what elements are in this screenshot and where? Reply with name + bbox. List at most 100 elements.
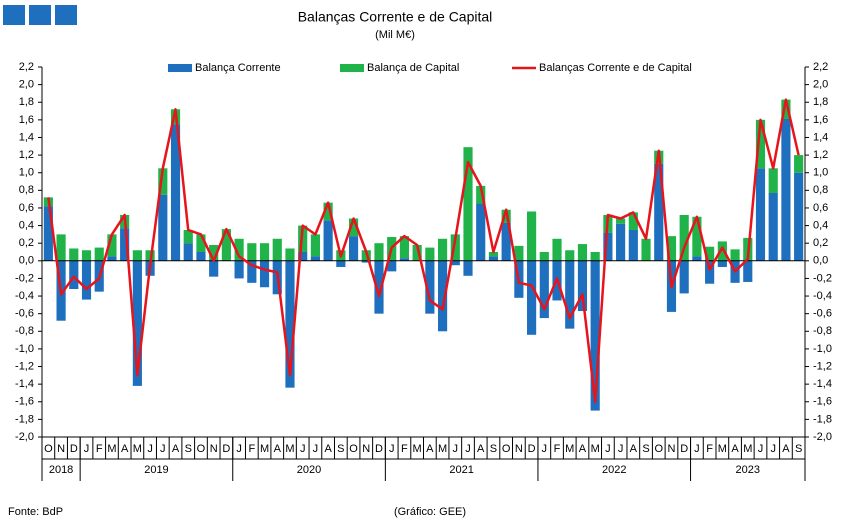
x-tick-label: M	[285, 443, 294, 455]
bar	[577, 260, 588, 312]
x-tick-label: A	[426, 443, 434, 455]
x-tick-label: J	[313, 443, 319, 455]
y-tick-label: 1,2	[19, 149, 34, 161]
bar	[132, 260, 142, 386]
bar	[463, 260, 473, 276]
y-tick-label: -1,0	[15, 343, 34, 355]
bar	[361, 260, 371, 263]
credit: (Gráfico: GEE)	[394, 506, 466, 518]
x-tick-label: F	[401, 443, 408, 455]
bar	[158, 168, 168, 195]
y-tick-label: -1,4	[15, 378, 34, 390]
y2-tick-label: -0,8	[813, 325, 832, 337]
bar	[247, 260, 257, 283]
y2-tick-label: 2,2	[813, 61, 828, 73]
x-tick-label: S	[490, 443, 497, 455]
x-tick-label: M	[438, 443, 447, 455]
x-tick-label: S	[185, 443, 192, 455]
y2-tick-label: 1,6	[813, 114, 828, 126]
bar	[768, 192, 778, 261]
y-tick-label: 1,8	[19, 96, 34, 108]
bar	[183, 229, 193, 244]
x-tick-label: D	[375, 443, 383, 455]
bar	[616, 223, 626, 261]
bar	[755, 168, 766, 261]
y-tick-label: -2,0	[15, 431, 34, 443]
y2-tick-label: 1,2	[813, 149, 828, 161]
y-tick-label: 1,0	[19, 167, 34, 179]
y2-tick-label: -0,2	[813, 272, 832, 284]
bar	[298, 252, 308, 261]
bar	[501, 222, 511, 261]
y2-tick-label: -1,2	[813, 360, 832, 372]
x-tick-label: J	[770, 443, 776, 455]
x-tick-label: N	[57, 443, 65, 455]
y2-tick-label: 1,8	[813, 96, 828, 108]
x-tick-label: M	[743, 443, 752, 455]
chart-title: Balanças Corrente e de Capital	[298, 9, 493, 25]
bar	[43, 206, 53, 261]
bar	[730, 249, 740, 261]
bar	[565, 250, 575, 261]
bar	[310, 256, 320, 261]
y2-tick-label: 1,0	[813, 167, 828, 179]
legend-label: Balanças Corrente e de Capital	[539, 62, 692, 74]
bar	[94, 247, 104, 261]
bar	[374, 243, 384, 261]
y-tick-label: -1,6	[15, 396, 34, 408]
x-tick-label: J	[694, 443, 700, 455]
x-tick-label: O	[502, 443, 511, 455]
bar	[69, 248, 79, 261]
x-tick-label: F	[554, 443, 561, 455]
logo-block	[55, 5, 77, 25]
x-tick-label: N	[210, 443, 218, 455]
y2-tick-label: 1,4	[813, 131, 828, 143]
x-tick-label: O	[44, 443, 53, 455]
bar	[692, 216, 702, 257]
bar	[488, 256, 499, 261]
line	[47, 98, 800, 404]
bar	[590, 252, 600, 261]
x-tick-label: J	[758, 443, 764, 455]
bar	[374, 260, 384, 314]
bar	[285, 260, 295, 388]
bar	[577, 244, 588, 261]
bar	[170, 124, 181, 261]
x-tick-label: N	[515, 443, 523, 455]
x-tick-label: F	[248, 443, 255, 455]
x-tick-label: J	[453, 443, 459, 455]
bar	[259, 243, 270, 261]
bar	[399, 258, 410, 261]
bar	[705, 246, 715, 261]
x-tick-label: A	[782, 443, 790, 455]
bar	[794, 172, 804, 261]
x-tick-label: N	[667, 443, 675, 455]
legend-label: Balança Corrente	[195, 62, 281, 74]
bar	[616, 218, 626, 224]
bar	[234, 260, 244, 279]
x-tick-label: J	[160, 443, 166, 455]
bar	[679, 260, 689, 294]
bar	[348, 218, 359, 237]
bar	[425, 247, 435, 261]
bar	[628, 229, 638, 261]
y-tick-label: 1,4	[19, 131, 34, 143]
x-tick-label: S	[337, 443, 344, 455]
year-label: 2021	[449, 464, 473, 476]
bar	[679, 215, 689, 261]
bar	[552, 238, 562, 261]
x-tick-label: M	[107, 443, 116, 455]
bar	[705, 260, 715, 284]
bar	[476, 185, 486, 204]
x-tick-label: A	[121, 443, 129, 455]
bar	[120, 228, 130, 261]
y2-tick-label: -1,8	[813, 413, 832, 425]
y-tick-label: 0,6	[19, 202, 34, 214]
y2-tick-label: 0,0	[813, 255, 828, 267]
x-tick-label: J	[618, 443, 624, 455]
x-tick-label: N	[362, 443, 370, 455]
y-tick-label: 0,4	[19, 219, 34, 231]
bar	[387, 260, 397, 272]
x-tick-label: A	[579, 443, 587, 455]
y2-tick-label: -1,6	[813, 396, 832, 408]
